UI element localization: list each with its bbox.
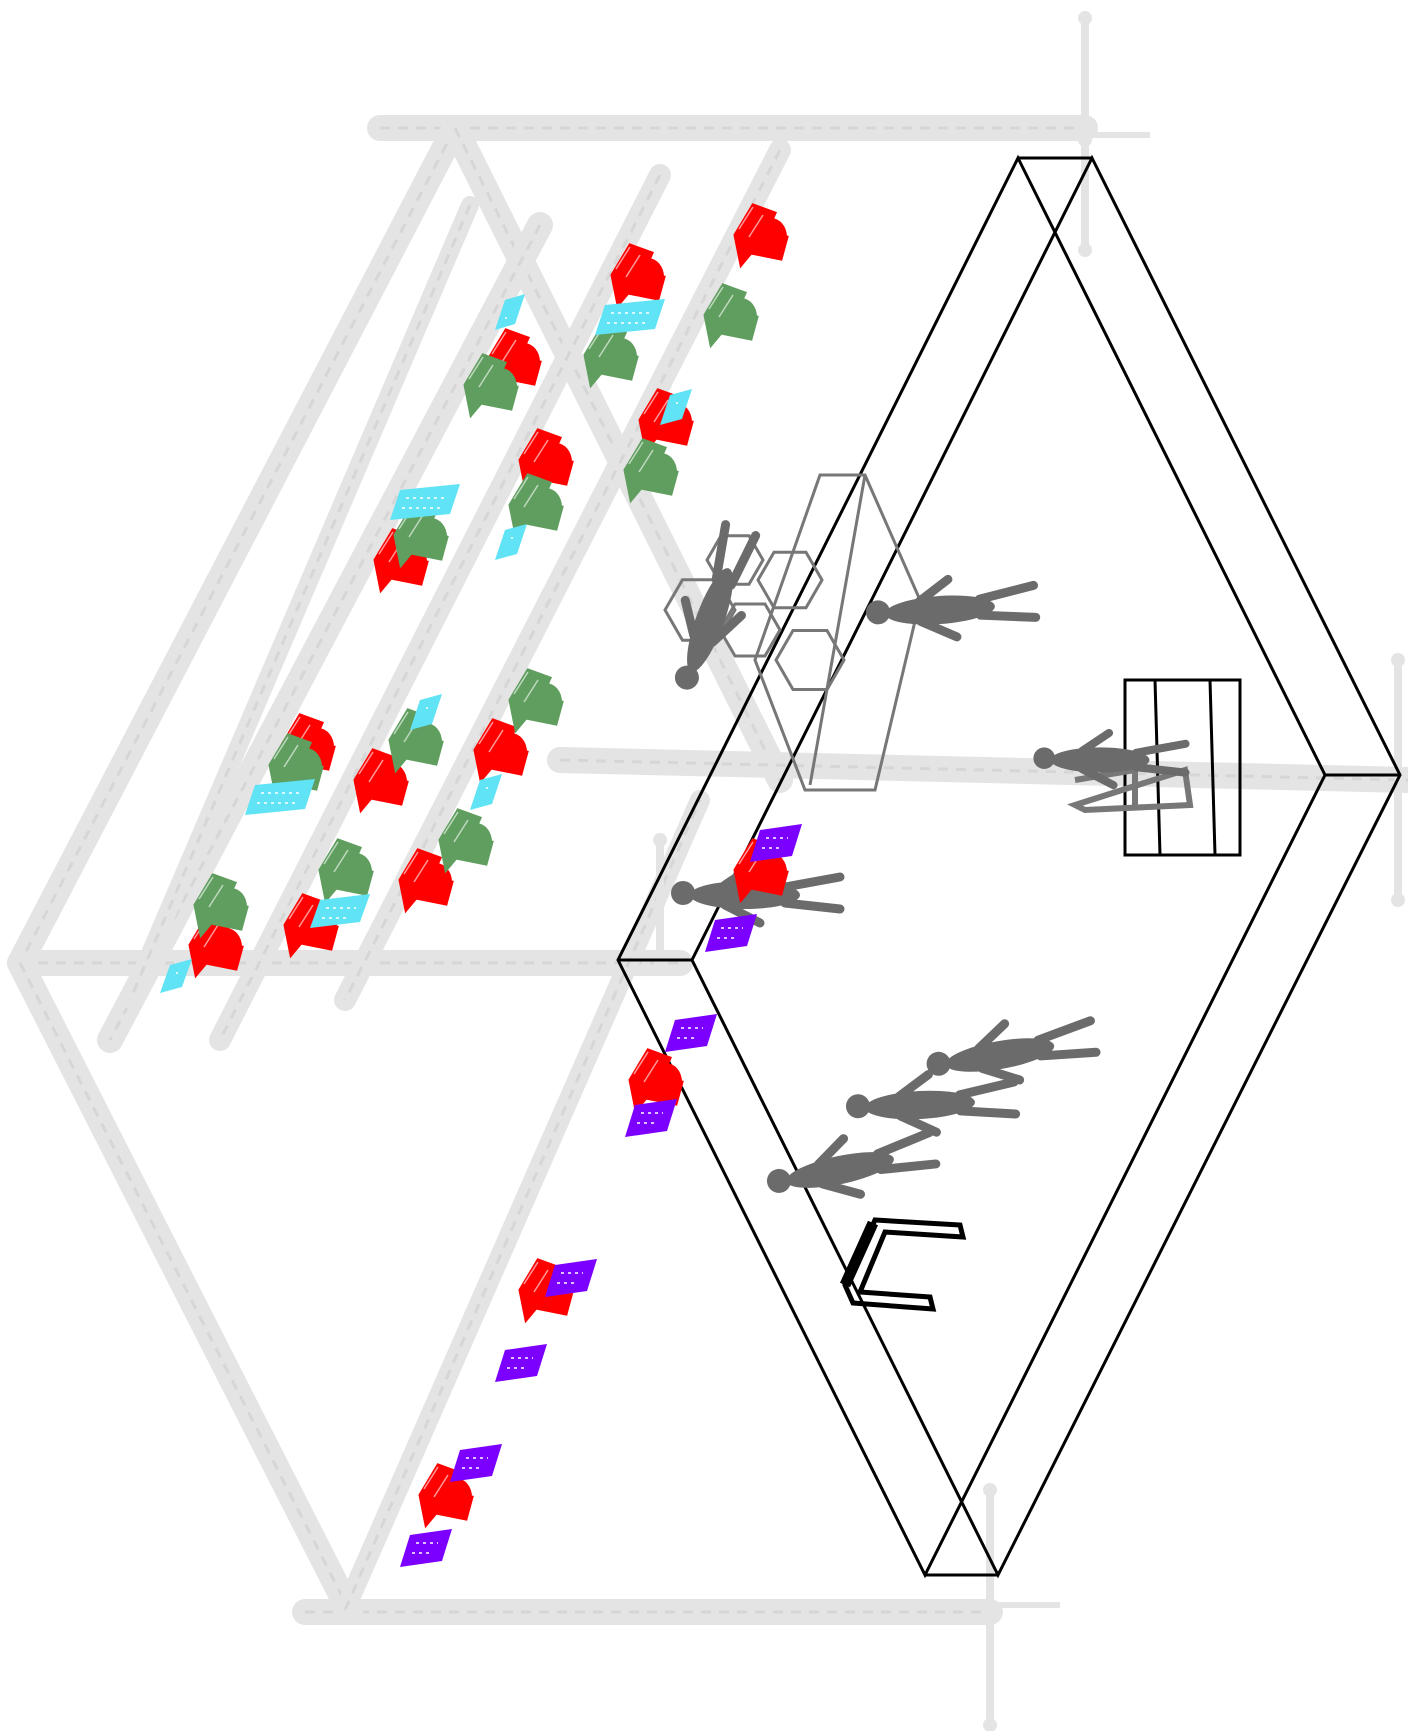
led-panel-fixture-icon [495,1344,547,1382]
stage-outer-right [690,154,1402,1579]
moving-head-fixture-icon [398,848,454,914]
led-panel-fixture-icon [390,484,460,520]
truss-beam [209,164,671,1051]
led-panel-fixture-icon [450,1444,502,1482]
moving-head-fixture-icon [703,283,759,349]
led-panel-fixture-icon [705,914,757,952]
performer-figure-icon [766,1128,941,1199]
moving-head-fixture-icon [318,838,374,904]
moving-head-fixture-icon [473,718,529,784]
hexagon-prop-icon [774,629,846,691]
performers-layer [671,520,1190,1199]
truss-beam [121,196,479,1009]
truss-beam [7,115,468,976]
chair-icon [839,1217,967,1312]
moving-head-fixture-icon [623,438,679,504]
led-panel-fixture-icon [595,299,665,335]
hexagon-prop-icon [756,550,824,610]
moving-head-fixture-icon [733,203,789,269]
performer-figure-icon [866,574,1041,642]
moving-head-fixture-icon [418,1463,474,1529]
hexagon-prop-icon [705,534,765,586]
led-panel-fixture-icon [245,779,315,815]
performer-figure-icon [845,1070,1021,1137]
moving-head-fixture-icon [610,243,666,309]
performer-figure-icon [1033,728,1190,790]
led-panel-fixture-icon [410,694,442,730]
led-panel-fixture-icon [625,1099,677,1137]
truss-beam [7,950,363,1625]
moving-head-fixture-icon [438,808,494,874]
moving-head-fixture-icon [193,873,249,939]
truss-beam [547,747,1408,793]
truss-structure [7,11,1408,1731]
performer-figure-icon [926,1016,1101,1085]
led-panel-fixture-icon [665,1014,717,1052]
led-panel-fixture-icon [660,389,692,425]
led-panel-fixture-icon [545,1259,597,1297]
moving-head-fixture-icon [353,748,409,814]
stage-outline [616,154,1402,1579]
led-panel-fixture-icon [470,774,502,810]
moving-head-fixture-icon [518,428,574,494]
moving-head-fixture-icon [508,668,564,734]
moving-head-fixture-icon [583,323,639,389]
led-panel-fixture-icon [750,824,802,862]
moving-head-fixture-icon [508,473,564,539]
lighting-fixtures-layer [160,203,802,1567]
led-panel-fixture-icon [160,959,192,993]
truss-beam [97,212,553,1053]
moving-head-fixture-icon [388,708,444,774]
truss-beam [335,790,710,1620]
moving-head-fixture-icon [628,1048,684,1114]
stage-outer-top [616,154,1327,1579]
led-panel-fixture-icon [310,894,370,928]
moving-head-fixture-icon [463,353,519,419]
led-panel-fixture-icon [495,524,527,560]
led-panel-fixture-icon [495,294,525,330]
led-panel-fixture-icon [400,1529,452,1567]
moving-head-fixture-icon [268,733,324,799]
performer-figure-icon [674,520,761,690]
